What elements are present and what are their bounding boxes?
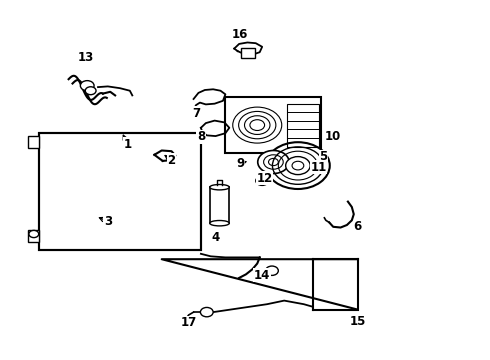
Text: 16: 16: [232, 28, 248, 41]
Text: 8: 8: [197, 130, 205, 143]
Text: 2: 2: [168, 154, 175, 167]
Text: 6: 6: [354, 220, 362, 233]
Bar: [28, 136, 39, 148]
Text: 1: 1: [123, 138, 131, 150]
Circle shape: [80, 81, 94, 91]
Text: 12: 12: [256, 172, 273, 185]
Circle shape: [266, 266, 278, 275]
Circle shape: [286, 157, 310, 175]
Circle shape: [29, 230, 39, 238]
Text: 10: 10: [325, 130, 342, 143]
Text: 13: 13: [77, 51, 94, 64]
Text: 11: 11: [310, 161, 327, 174]
Ellipse shape: [210, 185, 229, 190]
Bar: [210, 187, 229, 223]
Text: 17: 17: [180, 316, 197, 329]
Bar: [28, 230, 39, 242]
Bar: [287, 104, 318, 147]
Text: 15: 15: [349, 315, 366, 328]
Circle shape: [200, 307, 213, 317]
Ellipse shape: [210, 220, 229, 226]
Bar: [39, 133, 201, 250]
Bar: [225, 97, 321, 153]
Bar: [241, 48, 255, 58]
Text: 7: 7: [192, 107, 200, 120]
Text: 4: 4: [212, 231, 220, 244]
Text: 9: 9: [236, 157, 244, 170]
Circle shape: [256, 176, 269, 185]
Bar: [39, 133, 201, 250]
Text: 3: 3: [104, 215, 112, 228]
Circle shape: [85, 87, 96, 95]
Text: 5: 5: [319, 150, 327, 163]
Circle shape: [258, 150, 289, 174]
Circle shape: [266, 142, 330, 189]
Text: 14: 14: [254, 269, 270, 282]
